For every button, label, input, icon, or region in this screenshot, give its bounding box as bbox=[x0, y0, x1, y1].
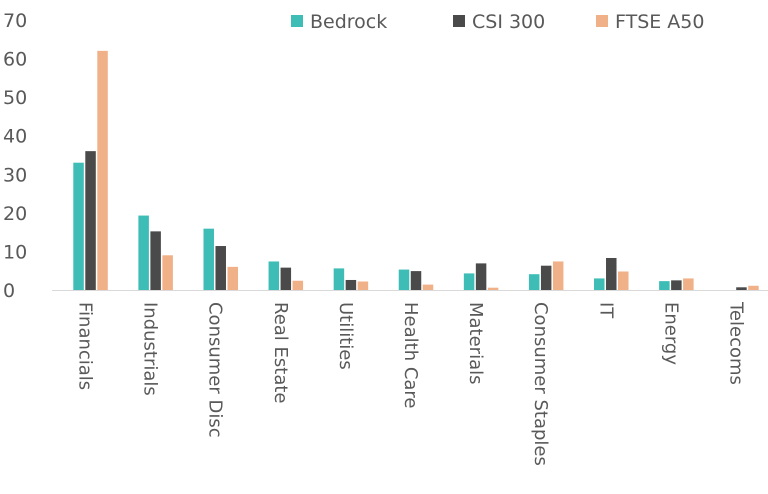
legend-swatch bbox=[453, 15, 465, 27]
category-label: Industrials bbox=[140, 302, 161, 396]
bar bbox=[398, 269, 410, 290]
bar bbox=[333, 268, 345, 290]
bar bbox=[203, 228, 214, 290]
legend-label: FTSE A50 bbox=[615, 11, 704, 33]
y-tick-label: 0 bbox=[3, 280, 15, 302]
bar bbox=[97, 50, 108, 290]
category-label: IT bbox=[595, 302, 616, 319]
bar bbox=[540, 265, 552, 290]
category-label: Health Care bbox=[400, 302, 421, 409]
bar bbox=[528, 274, 540, 290]
legend-swatch bbox=[596, 15, 608, 27]
bar bbox=[606, 257, 617, 290]
bar bbox=[463, 273, 475, 290]
bar bbox=[227, 266, 238, 290]
legend-swatch bbox=[291, 15, 303, 27]
bar bbox=[410, 271, 422, 290]
category-labels: Financials Industrials Consumer Disc Real E… bbox=[75, 301, 747, 466]
y-tick-label: 40 bbox=[3, 126, 27, 148]
bar bbox=[292, 280, 304, 290]
category-label: Consumer Staples bbox=[530, 302, 551, 466]
bar bbox=[268, 261, 280, 290]
category-label: Utilities bbox=[335, 302, 356, 370]
y-tick-label: 60 bbox=[3, 49, 27, 71]
bar bbox=[618, 271, 629, 290]
category-label: Consumer Disc bbox=[205, 302, 226, 438]
bar bbox=[659, 281, 670, 290]
y-axis-ticks: 0 10 20 30 40 50 60 70 bbox=[3, 10, 27, 302]
bar bbox=[671, 280, 682, 290]
category-label: Financials bbox=[75, 302, 96, 390]
bar bbox=[594, 278, 605, 290]
y-tick-label: 70 bbox=[3, 10, 27, 32]
bar bbox=[150, 231, 161, 290]
y-tick-label: 50 bbox=[3, 87, 27, 109]
bar bbox=[215, 246, 226, 290]
legend-label: CSI 300 bbox=[472, 11, 545, 33]
bar bbox=[85, 151, 96, 290]
category-label: Materials bbox=[465, 302, 486, 385]
bar bbox=[280, 267, 292, 290]
y-tick-label: 20 bbox=[3, 203, 27, 225]
legend-label: Bedrock bbox=[310, 11, 387, 33]
bar bbox=[162, 255, 173, 290]
bar bbox=[736, 287, 747, 290]
category-label: Real Estate bbox=[270, 302, 291, 404]
y-tick-label: 10 bbox=[3, 241, 27, 263]
bar bbox=[487, 287, 499, 290]
category-label: Energy bbox=[660, 302, 681, 365]
bar bbox=[475, 263, 487, 290]
bar bbox=[683, 278, 694, 290]
bars bbox=[73, 50, 759, 290]
bar bbox=[345, 279, 357, 290]
bar bbox=[422, 284, 434, 290]
bar bbox=[73, 162, 84, 290]
legend: Bedrock CSI 300 FTSE A50 bbox=[291, 11, 704, 33]
category-label: Telecoms bbox=[725, 301, 746, 385]
bar bbox=[748, 285, 759, 290]
bar bbox=[552, 261, 564, 290]
bar bbox=[138, 215, 149, 290]
y-tick-label: 30 bbox=[3, 164, 27, 186]
bar bbox=[357, 281, 369, 290]
